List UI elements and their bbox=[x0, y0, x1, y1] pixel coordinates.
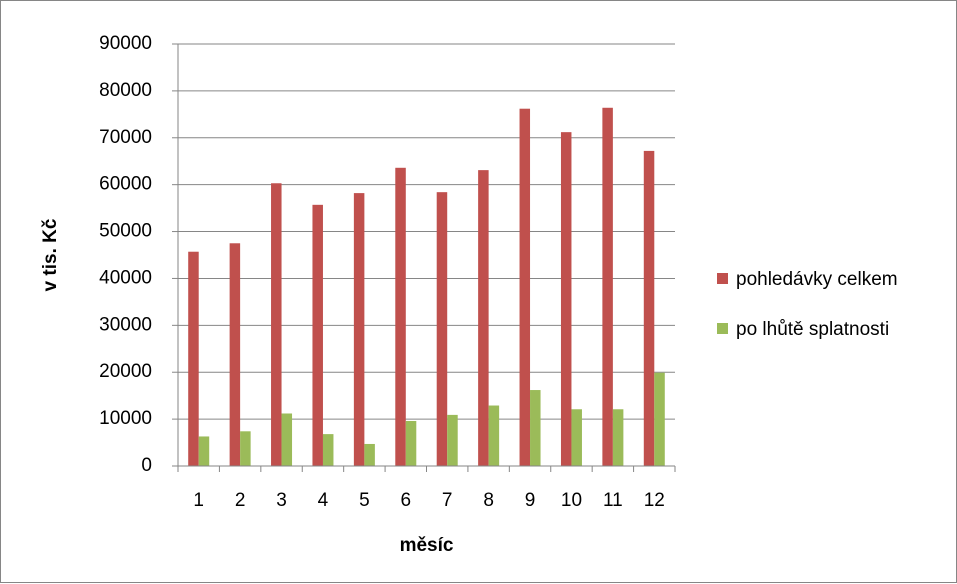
bar-pohledavky-celkem bbox=[395, 168, 406, 466]
bar-pohledavky-celkem bbox=[271, 183, 282, 466]
x-tick-label: 7 bbox=[442, 490, 453, 511]
x-tick-label: 6 bbox=[401, 490, 412, 511]
bar-po-lhute-splatnosti bbox=[489, 406, 500, 466]
bar-pohledavky-celkem bbox=[561, 132, 572, 466]
bar-pohledavky-celkem bbox=[478, 170, 489, 466]
bar-po-lhute-splatnosti bbox=[199, 436, 210, 466]
x-tick-label: 8 bbox=[483, 490, 494, 511]
bar-po-lhute-splatnosti bbox=[406, 421, 417, 466]
bar-po-lhute-splatnosti bbox=[613, 409, 624, 466]
gridlines bbox=[172, 44, 675, 466]
x-tick-label: 12 bbox=[644, 490, 665, 511]
bar-po-lhute-splatnosti bbox=[364, 444, 375, 466]
legend: pohledávky celkem po lhůtě splatnosti bbox=[717, 269, 898, 340]
y-tick-label: 20000 bbox=[99, 361, 152, 382]
bar-pohledavky-celkem bbox=[312, 205, 323, 466]
bar-po-lhute-splatnosti bbox=[654, 373, 665, 466]
x-tick-labels: 1 2 3 4 5 6 7 8 9 10 11 12 bbox=[193, 490, 664, 511]
y-tick-label: 70000 bbox=[99, 127, 152, 148]
bar-pohledavky-celkem bbox=[230, 243, 241, 466]
bar-pohledavky-celkem bbox=[644, 151, 655, 466]
y-tick-label: 60000 bbox=[99, 174, 152, 195]
y-tick-labels: 0 10000 20000 30000 40000 50000 60000 70000 8000… bbox=[99, 33, 152, 476]
bar-po-lhute-splatnosti bbox=[530, 390, 541, 466]
bar-pohledavky-celkem bbox=[520, 109, 531, 466]
y-axis-title: v tis. Kč bbox=[40, 218, 61, 291]
y-tick-label: 50000 bbox=[99, 221, 152, 242]
legend-swatch-pohledavky bbox=[717, 273, 728, 284]
x-tick-label: 4 bbox=[318, 490, 329, 511]
bar-po-lhute-splatnosti bbox=[323, 434, 334, 466]
bar-po-lhute-splatnosti bbox=[240, 431, 251, 466]
x-tick-label: 1 bbox=[193, 490, 204, 511]
axes bbox=[178, 44, 675, 472]
bar-pohledavky-celkem bbox=[602, 108, 613, 466]
y-tick-label: 80000 bbox=[99, 80, 152, 101]
bar-pohledavky-celkem bbox=[437, 192, 448, 466]
x-axis-title: měsíc bbox=[400, 535, 454, 556]
legend-swatch-po-lhute bbox=[717, 323, 728, 334]
legend-label-pohledavky: pohledávky celkem bbox=[736, 269, 898, 290]
x-tick-label: 5 bbox=[359, 490, 370, 511]
bar-po-lhute-splatnosti bbox=[571, 409, 582, 466]
bar-pohledavky-celkem bbox=[188, 252, 199, 466]
bar-pohledavky-celkem bbox=[354, 193, 365, 466]
x-tick-label: 3 bbox=[276, 490, 287, 511]
y-tick-label: 30000 bbox=[99, 314, 152, 335]
x-tick-label: 10 bbox=[561, 490, 582, 511]
x-tick-label: 2 bbox=[235, 490, 246, 511]
x-tick-label: 9 bbox=[525, 490, 536, 511]
bar-po-lhute-splatnosti bbox=[282, 413, 293, 466]
bars bbox=[188, 108, 665, 466]
x-tick-label: 11 bbox=[603, 490, 623, 511]
bar-po-lhute-splatnosti bbox=[447, 415, 458, 466]
y-tick-label: 90000 bbox=[99, 33, 152, 54]
y-tick-label: 10000 bbox=[99, 408, 152, 429]
y-tick-label: 0 bbox=[141, 455, 152, 476]
legend-label-po-lhute: po lhůtě splatnosti bbox=[736, 319, 889, 340]
y-tick-label: 40000 bbox=[99, 267, 152, 288]
